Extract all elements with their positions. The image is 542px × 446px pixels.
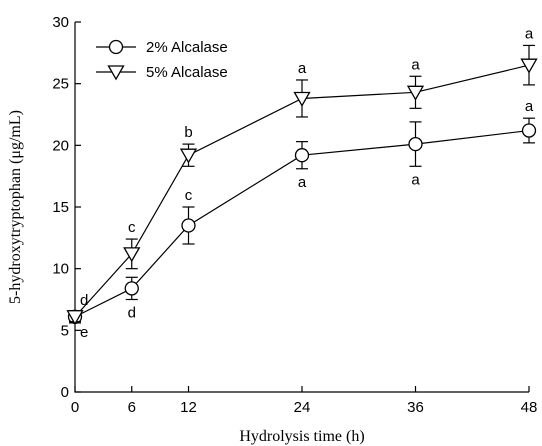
legend-item: 2% Alcalase — [96, 39, 228, 56]
data-point — [408, 136, 423, 152]
significance-label: a — [298, 174, 307, 191]
y-tick-label: 20 — [52, 137, 69, 154]
y-tick-label: 15 — [52, 199, 69, 216]
significance-label: a — [411, 171, 420, 188]
x-tick-label: 48 — [521, 399, 538, 416]
x-tick-label: 0 — [71, 399, 79, 416]
data-point — [124, 281, 139, 296]
data-point — [520, 58, 538, 74]
significance-label: b — [184, 124, 192, 141]
y-tick-label: 10 — [52, 261, 69, 278]
series-line — [74, 64, 530, 318]
significance-label: a — [525, 25, 534, 42]
significance-label: e — [80, 324, 88, 341]
data-point — [123, 247, 141, 263]
significance-label: d — [128, 305, 136, 322]
y-tick-label: 5 — [61, 322, 69, 339]
legend-marker — [107, 65, 125, 81]
significance-label: a — [411, 56, 420, 73]
series-line — [74, 129, 530, 318]
significance-label: a — [298, 60, 307, 77]
data-point — [179, 148, 198, 164]
legend: 2% Alcalase 5% Alcalase — [96, 39, 228, 81]
significance-label: c — [185, 187, 193, 204]
y-tick-label: 25 — [52, 76, 69, 93]
x-tick-label: 24 — [294, 399, 311, 416]
x-axis-title: Hydrolysis time (h) — [239, 428, 364, 445]
x-tick-label: 36 — [407, 399, 424, 416]
y-tick-label: 30 — [52, 14, 69, 31]
y-tick-label: 0 — [61, 384, 69, 401]
data-point — [294, 148, 310, 163]
legend-label: 5% Alcalase — [146, 64, 228, 81]
significance-label: a — [525, 98, 534, 115]
data-point — [293, 91, 311, 107]
legend-item: 5% Alcalase — [96, 64, 228, 81]
data-point — [181, 218, 196, 233]
series-2: d c b a a a — [66, 25, 538, 326]
y-axis-title: 5-hydroxytryptophan (μg/mL) — [7, 110, 24, 304]
data-point — [406, 85, 425, 101]
ticks: 0 5 10 15 20 25 30 0 6 12 24 36 48 — [52, 14, 537, 416]
x-tick-label: 6 — [128, 399, 136, 416]
legend-label: 2% Alcalase — [146, 39, 228, 56]
plot-frame — [74, 22, 529, 393]
axes — [74, 22, 529, 393]
x-tick-label: 12 — [180, 399, 197, 416]
data-point — [66, 310, 84, 326]
legend-marker — [108, 39, 124, 55]
significance-label: c — [128, 219, 136, 236]
data-point — [521, 123, 537, 138]
significance-label: d — [80, 292, 88, 309]
